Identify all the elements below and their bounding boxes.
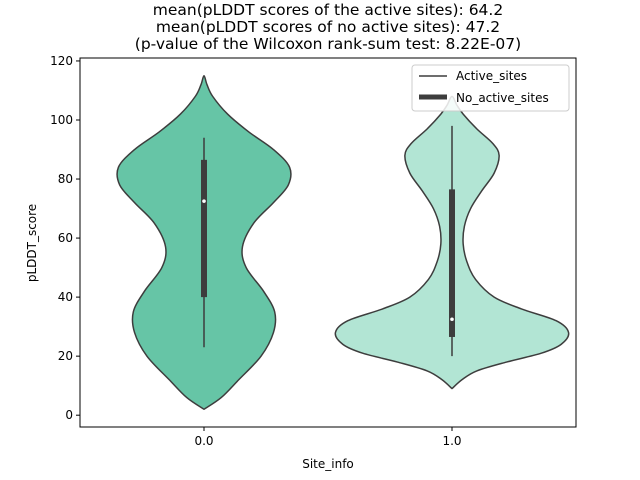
chart-title: mean(pLDDT scores of the active sites): …: [135, 1, 521, 53]
y-tick-label: 100: [50, 113, 73, 127]
x-tick-label: 1.0: [442, 434, 461, 448]
title-line-1: mean(pLDDT scores of the active sites): …: [153, 1, 503, 19]
iqr-box-1.0: [449, 189, 455, 337]
axes-frame: [79, 57, 577, 428]
legend: Active_sites No_active_sites: [411, 64, 570, 112]
legend-label-no-active-sites: No_active_sites: [456, 91, 549, 105]
y-tick-label: 60: [58, 231, 73, 245]
y-tick-label: 40: [58, 290, 73, 304]
iqr-box-0.0: [201, 159, 207, 298]
y-axis-label: pLDDT_score: [25, 204, 39, 282]
plot-content: [116, 74, 570, 411]
x-axis: 0.0 1.0: [194, 427, 462, 448]
y-tick-label: 120: [50, 54, 73, 68]
y-tick-label: 0: [65, 408, 73, 422]
x-axis-label: Site_info: [302, 457, 354, 471]
y-tick-label: 80: [58, 172, 73, 186]
legend-label-active-sites: Active_sites: [456, 69, 527, 83]
y-axis: 0 20 40 60 80 100 120: [50, 54, 80, 422]
title-line-2: mean(pLDDT scores of no active sites): 4…: [156, 18, 500, 36]
median-point-1.0: [450, 317, 454, 322]
title-line-3: (p-value of the Wilcoxon rank-sum test: …: [135, 35, 521, 53]
median-point-0.0: [202, 199, 206, 203]
y-tick-label: 20: [58, 349, 73, 363]
x-tick-label: 0.0: [194, 434, 213, 448]
legend-box: [411, 64, 570, 112]
